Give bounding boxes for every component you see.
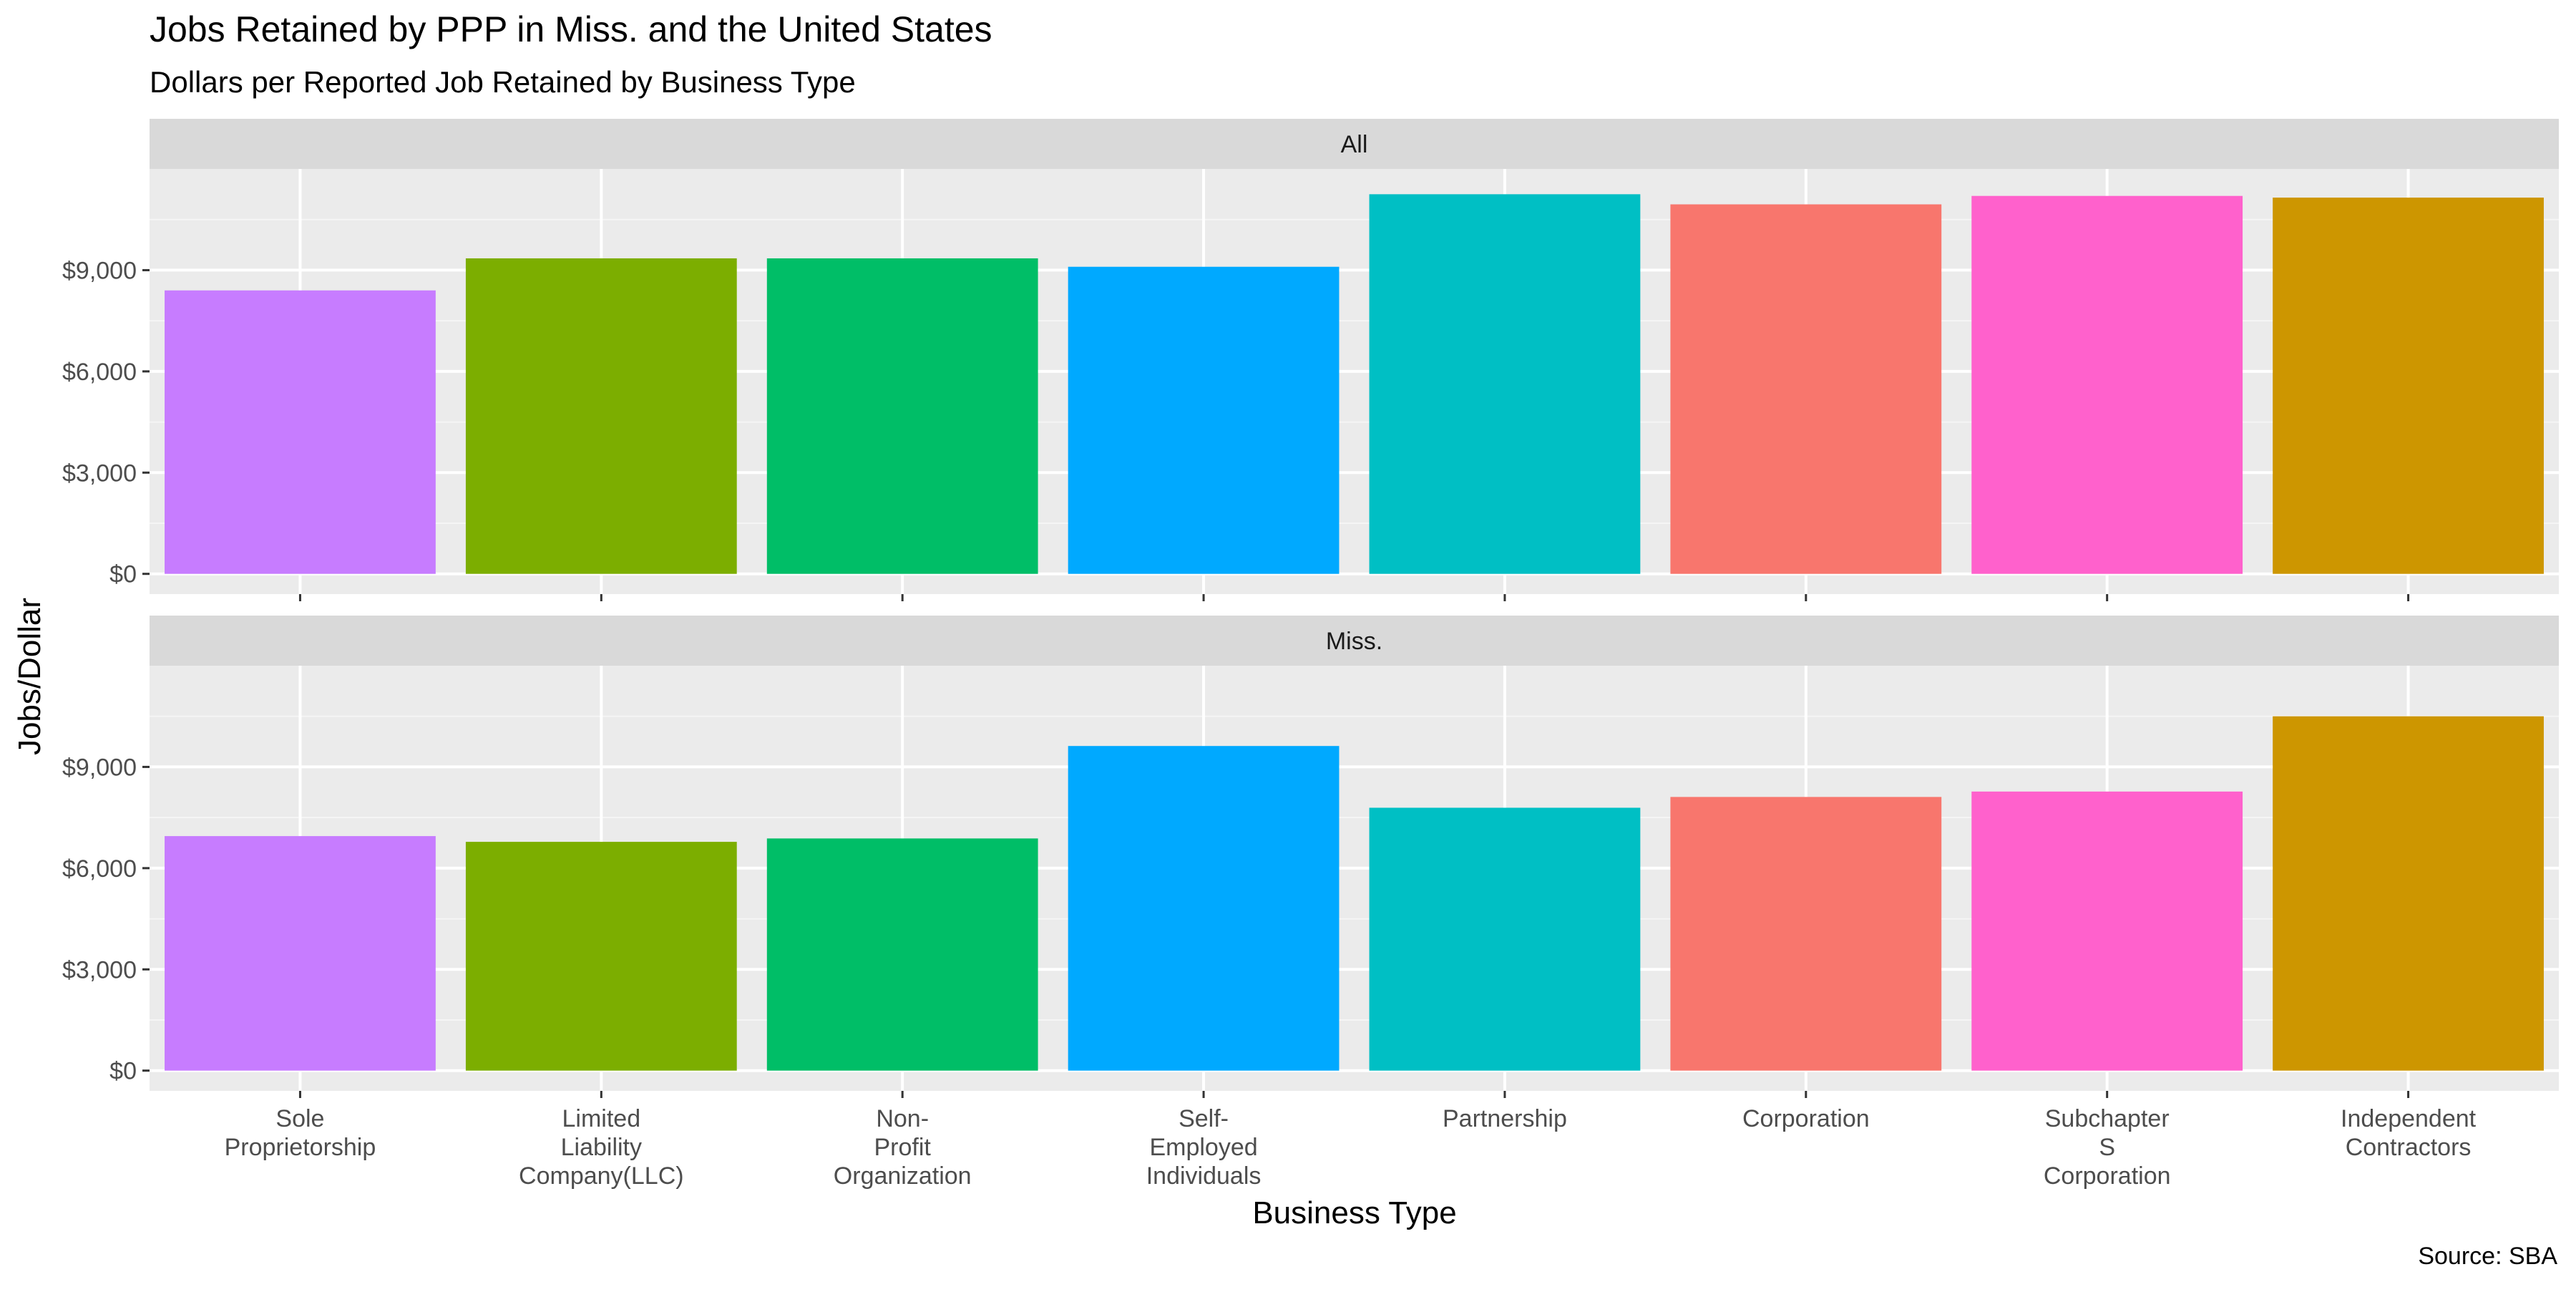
bar-all-8 [2273,198,2544,574]
y-tick-label: $0 [109,1058,137,1085]
bar-all-1 [165,290,436,574]
facet-strip-label: Miss. [1326,628,1382,655]
facet-strip-label: All [1341,131,1368,158]
bar-all-3 [766,258,1038,574]
x-tick-label: Subchapter S Corporation [2044,1105,2171,1190]
chart-caption: Source: SBA [2418,1243,2557,1270]
facet-panel-all: All $0 $3,000 $6,000 $9,000 [62,119,2559,601]
facet-panels: All $0 $3,000 $6,000 $9,000 Miss. $0 $3,000 $6,0… [62,119,2559,1098]
x-tick-label: Self-Employed Individuals [1146,1105,1262,1190]
x-tick-label: Limited Liability Company(LLC) [519,1105,684,1190]
bar-miss-1 [165,836,436,1071]
x-tick-label: Independent Contractors [2341,1105,2477,1161]
y-tick-label: $9,000 [62,257,137,284]
facet-strip [150,119,2559,169]
bar-all-2 [465,258,737,574]
facet-strip [150,616,2559,666]
y-tick-label: $6,000 [62,855,137,883]
bar-miss-5 [1369,807,1641,1071]
x-tick-label: Partnership [1443,1105,1567,1132]
bar-all-5 [1369,194,1641,574]
y-tick-label: $9,000 [62,754,137,781]
y-tick-label: $3,000 [62,460,137,487]
bar-all-6 [1670,204,1942,574]
bar-miss-2 [465,842,737,1071]
chart-subtitle: Dollars per Reported Job Retained by Bus… [150,65,856,99]
bar-miss-7 [1971,791,2243,1071]
bar-miss-8 [2273,716,2544,1071]
bar-all-7 [1971,195,2243,574]
y-axis-title: Jobs/Dollar [12,598,47,755]
facet-panel-miss: Miss. $0 $3,000 $6,000 $9,000 [62,616,2559,1098]
bar-miss-3 [766,838,1038,1071]
chart-title: Jobs Retained by PPP in Miss. and the Un… [150,9,992,49]
x-tick-label: Sole Proprietorship [225,1105,376,1161]
bar-miss-6 [1670,797,1942,1071]
x-tick-label: Corporation [1742,1105,1870,1132]
y-tick-label: $6,000 [62,359,137,386]
y-tick-label: $3,000 [62,956,137,983]
bar-all-4 [1068,266,1340,574]
x-tick-label: Non-Profit Organization [834,1105,972,1190]
x-axis-tick-labels: Sole Proprietorship Limited Liability Compan… [225,1105,2477,1190]
y-tick-label: $0 [109,561,137,588]
bar-miss-4 [1068,746,1340,1071]
x-axis-title: Business Type [1252,1195,1456,1230]
